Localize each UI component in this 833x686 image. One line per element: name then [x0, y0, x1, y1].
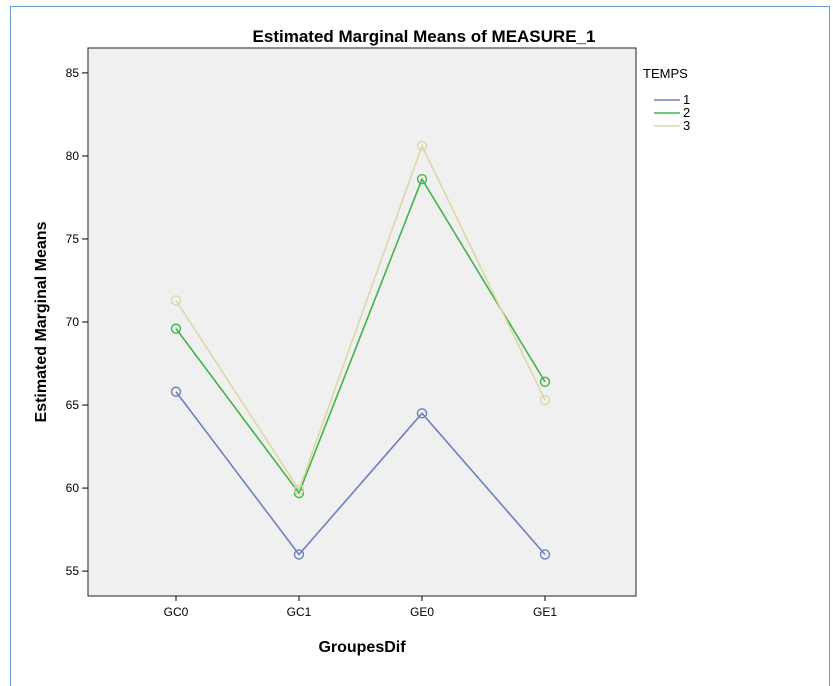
data-point — [416, 140, 428, 152]
data-point — [416, 173, 428, 185]
y-tick-label: 65 — [66, 398, 80, 412]
series-1 — [170, 386, 551, 560]
series-line — [175, 143, 546, 492]
y-tick-label: 55 — [66, 564, 80, 578]
series-line — [175, 391, 546, 556]
x-axis-title: GroupesDif — [318, 639, 406, 656]
y-tick-label: 75 — [66, 232, 80, 246]
y-tick-label: 85 — [66, 66, 80, 80]
y-tick-label: 60 — [66, 481, 80, 495]
data-point — [293, 484, 305, 495]
legend-label: 3 — [683, 118, 690, 133]
chart-title: Estimated Marginal Means of MEASURE_1 — [253, 27, 596, 46]
data-point — [170, 295, 182, 306]
x-tick-label: GE1 — [533, 605, 557, 619]
y-axis: 55 60 65 70 75 80 85 — [66, 66, 88, 578]
data-point — [170, 386, 182, 397]
x-tick-label: GE0 — [410, 605, 434, 619]
x-tick-label: GC0 — [164, 605, 189, 619]
plot-area — [87, 47, 637, 597]
legend-label: 1 — [683, 92, 690, 107]
series-line — [175, 177, 546, 495]
data-point — [539, 549, 551, 560]
legend: 123 — [654, 92, 690, 133]
series-3 — [170, 140, 551, 495]
data-point — [416, 408, 428, 419]
y-tick-label: 80 — [66, 149, 80, 163]
series-layer — [170, 140, 551, 560]
data-point — [539, 394, 551, 406]
data-point — [170, 323, 182, 334]
y-tick-label: 70 — [66, 315, 80, 329]
x-axis: GC0 GC1 GE0 GE1 — [164, 596, 557, 619]
legend-label: 2 — [683, 105, 690, 120]
data-point — [293, 549, 305, 560]
chart-frame — [10, 6, 830, 686]
x-tick-label: GC1 — [287, 605, 312, 619]
data-point — [539, 376, 551, 387]
legend-title: TEMPS — [643, 66, 688, 81]
y-axis-title: Estimated Marginal Means — [33, 221, 50, 422]
